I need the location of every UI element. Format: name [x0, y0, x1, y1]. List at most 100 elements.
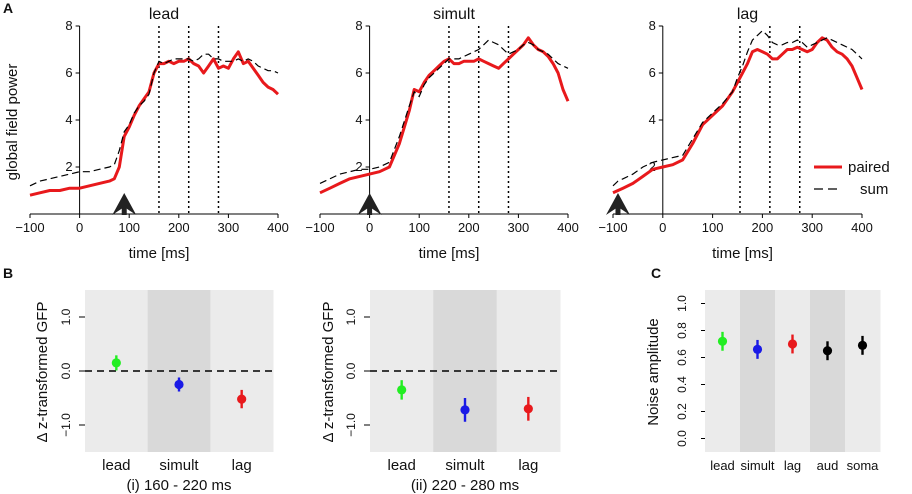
data-point — [752, 344, 763, 354]
delta-gfp-panel-i: −1.0 0.0 1.0 Δ z-transformed GFP lead simult l… — [34, 290, 274, 494]
panel-label-b: B — [3, 265, 13, 281]
x-tick-label: 0 — [366, 220, 373, 235]
data-point — [857, 340, 868, 350]
x-axis-label: time [ms] — [129, 245, 190, 262]
x-tick-label: 0 — [76, 220, 83, 235]
y-tick-label: 8 — [355, 18, 362, 33]
panel-title: lag — [737, 6, 758, 23]
legend-sum-label: sum — [860, 181, 888, 198]
category-label: soma — [847, 458, 880, 473]
x-tick-label: −100 — [15, 220, 44, 235]
y-tick-label: 0.6 — [675, 349, 689, 366]
legend-paired-label: paired — [848, 159, 890, 176]
delta-gfp-panel-ii: −1.0 0.0 1.0 Δ z-transformed GFP lead simult l… — [320, 290, 561, 494]
noise-amplitude-panel: 0.0 0.2 0.4 0.6 0.8 1.0 Noise amplitude lead sim… — [645, 290, 881, 473]
data-point — [523, 404, 533, 414]
y-axis-label: global field power — [4, 64, 21, 181]
y-tick-label: 0.0 — [344, 362, 358, 379]
series-sum-line — [612, 29, 863, 187]
x-tick-label: 300 — [801, 220, 823, 235]
x-tick-label: 0 — [659, 220, 666, 235]
x-tick-label: 400 — [267, 220, 289, 235]
panel-subtitle: (i) 160 - 220 ms — [126, 477, 231, 494]
gfp-panel-lag: lag 2 4 6 8 −100 0 100 200 300 400 time [ms] — [598, 6, 873, 262]
category-label: simult — [741, 458, 775, 473]
category-label: lead — [102, 457, 130, 474]
y-axis-label: Δ z-transformed GFP — [34, 302, 51, 443]
y-tick-label: 4 — [649, 112, 656, 127]
y-tick-label: 1.0 — [675, 295, 689, 312]
x-tick-label: 100 — [408, 220, 430, 235]
y-tick-label: −1.0 — [59, 413, 73, 437]
category-band — [740, 290, 776, 452]
gfp-panel-lead: lead 2 4 6 8 −100 0 100 200 300 400 time [ms] global… — [4, 6, 289, 262]
y-tick-label: 8 — [65, 18, 72, 33]
y-tick-label: 0.8 — [675, 322, 689, 339]
panel-title: simult — [433, 6, 475, 23]
panel-label-a: A — [3, 0, 13, 16]
x-tick-label: 200 — [458, 220, 480, 235]
data-point — [717, 336, 728, 346]
y-tick-label: 8 — [649, 18, 656, 33]
y-tick-label: 6 — [355, 65, 362, 80]
stimulus-onset-arrow-icon — [112, 193, 137, 215]
data-point — [397, 385, 407, 395]
x-tick-label: 100 — [702, 220, 724, 235]
category-label: lag — [784, 458, 801, 473]
category-label: lag — [518, 457, 538, 474]
category-band — [810, 290, 846, 452]
y-tick-label: 6 — [65, 65, 72, 80]
category-band — [845, 290, 881, 452]
y-tick-label: 0.2 — [675, 403, 689, 420]
x-tick-label: 200 — [752, 220, 774, 235]
panel-title: lead — [149, 6, 179, 23]
category-label: lead — [387, 457, 415, 474]
panel-subtitle: (ii) 220 - 280 ms — [411, 477, 519, 494]
x-tick-label: 400 — [557, 220, 579, 235]
category-label: lag — [232, 457, 252, 474]
gfp-panel-simult: simult 2 4 6 8 −100 0 100 200 300 400 time [ms] — [305, 6, 579, 262]
category-label: simult — [445, 457, 485, 474]
stimulus-onset-arrow-stem — [367, 206, 373, 215]
y-tick-label: 6 — [649, 65, 656, 80]
data-point — [822, 346, 833, 356]
category-band — [775, 290, 811, 452]
category-band — [705, 290, 741, 452]
x-tick-label: 300 — [218, 220, 240, 235]
y-tick-label: 1.0 — [344, 308, 358, 325]
y-tick-label: 4 — [355, 112, 362, 127]
stimulus-onset-arrow-icon — [605, 193, 630, 215]
stimulus-onset-arrow-stem — [615, 206, 621, 215]
y-tick-label: 0.0 — [59, 362, 73, 379]
stimulus-onset-arrow-icon — [357, 193, 382, 215]
x-tick-label: 300 — [508, 220, 530, 235]
data-point — [787, 339, 798, 349]
series-sum-line — [319, 39, 569, 184]
y-tick-label: −1.0 — [344, 413, 358, 437]
y-axis-label: Noise amplitude — [645, 318, 662, 426]
y-axis-label: Δ z-transformed GFP — [320, 302, 337, 443]
y-tick-label: 4 — [65, 112, 72, 127]
x-tick-label: 100 — [118, 220, 140, 235]
category-label: lead — [710, 458, 735, 473]
stimulus-onset-arrow-stem — [121, 206, 127, 215]
x-tick-label: 200 — [168, 220, 190, 235]
x-axis-label: time [ms] — [419, 245, 480, 262]
y-tick-label: 2 — [649, 159, 656, 174]
y-tick-label: 0.0 — [675, 430, 689, 447]
x-axis-label: time [ms] — [712, 245, 773, 262]
x-tick-label: −100 — [305, 220, 334, 235]
y-tick-label: 2 — [65, 159, 72, 174]
legend: paired sum — [814, 159, 890, 198]
data-point — [111, 358, 121, 368]
category-label: simult — [159, 457, 199, 474]
series-sum-line — [29, 53, 279, 187]
x-tick-label: 400 — [851, 220, 873, 235]
y-tick-label: 1.0 — [59, 308, 73, 325]
data-point — [460, 405, 470, 415]
panel-label-c: C — [651, 265, 661, 281]
y-tick-label: 2 — [355, 159, 362, 174]
data-point — [237, 394, 247, 404]
series-paired-line — [29, 50, 280, 197]
data-point — [174, 379, 184, 390]
